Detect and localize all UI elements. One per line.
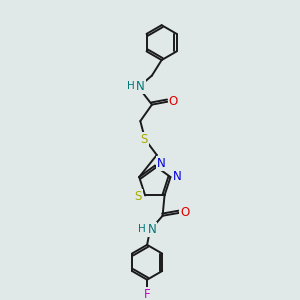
Text: N: N (136, 80, 145, 93)
Text: H: H (138, 224, 146, 234)
Text: F: F (144, 288, 150, 300)
Text: N: N (173, 169, 182, 183)
Text: N: N (148, 223, 156, 236)
Text: S: S (140, 133, 148, 146)
Text: O: O (169, 95, 178, 108)
Text: S: S (135, 190, 142, 203)
Text: O: O (180, 206, 190, 219)
Text: N: N (157, 157, 166, 170)
Text: H: H (127, 81, 134, 91)
